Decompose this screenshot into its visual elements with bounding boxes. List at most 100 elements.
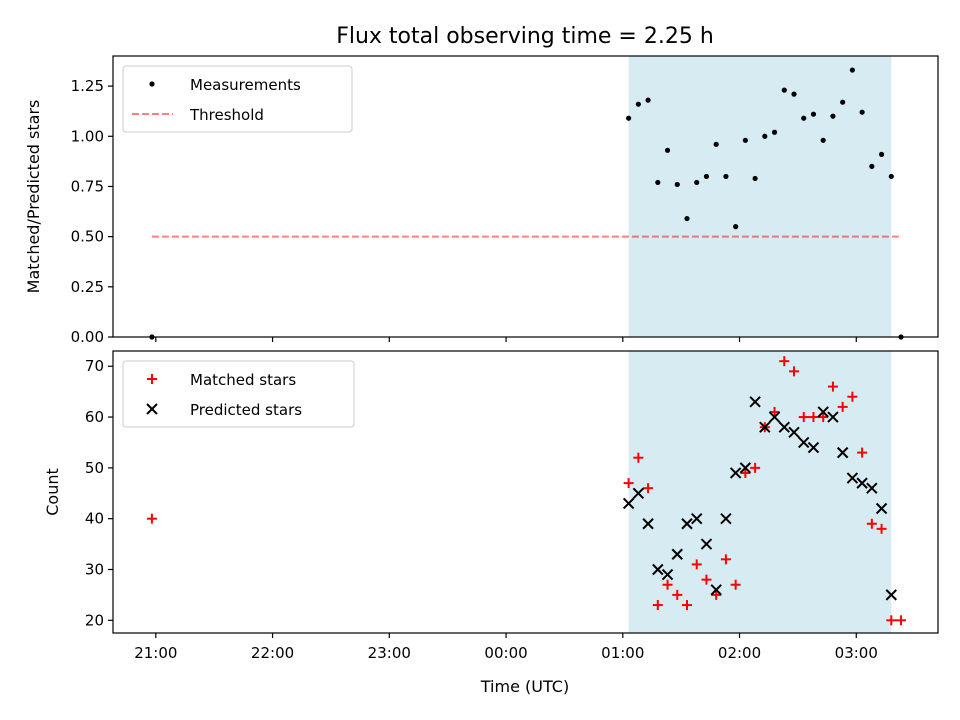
predicted-star-marker [788, 426, 800, 439]
predicted-star-marker [827, 411, 839, 423]
predicted-star-marker [885, 589, 898, 601]
marker-stroke [652, 563, 664, 576]
predicted-star-marker [681, 518, 693, 530]
predicted-star-marker [768, 411, 781, 423]
matched-star-marker [623, 478, 634, 489]
x-tick-label: 21:00 [134, 644, 177, 662]
x-axis-label: Time (UTC) [480, 677, 569, 696]
marker-stroke [768, 411, 781, 423]
marker-stroke [681, 518, 693, 530]
legend-box [122, 65, 353, 133]
marker-stroke [661, 568, 674, 581]
marker-stroke [700, 538, 713, 550]
y-tick-label: 0.50 [71, 228, 104, 246]
x-tick-label: 03:00 [835, 644, 878, 662]
predicted-star-marker [671, 548, 683, 560]
marker-stroke [671, 548, 683, 560]
matched-star-marker [652, 600, 663, 611]
predicted-star-marker [700, 538, 713, 550]
predicted-star-marker [720, 512, 732, 525]
matched-star-marker [818, 412, 829, 423]
legend-box [122, 360, 355, 428]
matched-star-marker [798, 412, 809, 423]
matched-star-marker [633, 452, 644, 463]
ratio-panel: 0.00 0.25 0.50 0.75 1.00 1.25 Matched/Predicte… [24, 55, 939, 346]
measurement-point [849, 67, 855, 73]
measurement-point [626, 115, 632, 121]
legend-entry-label: Matched stars [190, 371, 296, 389]
measurement-point [859, 109, 865, 115]
predicted-star-marker [759, 421, 771, 433]
marker-stroke [836, 446, 849, 459]
measurement-point [762, 133, 768, 139]
marker-stroke [759, 421, 771, 433]
measurement-point [703, 173, 710, 180]
measurement-point [810, 111, 817, 117]
marker-stroke [866, 482, 878, 494]
count-panel: 20 30 40 50 60 70 21:00 22:00 23:00 00:00 01:00 02:… [43, 350, 939, 662]
axes-frame [112, 350, 939, 634]
y-tick-label: 1.25 [71, 77, 104, 95]
measurement-point [742, 137, 748, 143]
predicted-star-marker [866, 482, 878, 494]
measurement-point [674, 181, 680, 188]
matched-star-marker [730, 579, 741, 590]
marker-stroke [642, 518, 654, 530]
y-tick-label: 20 [85, 611, 104, 629]
y-tick-label: 0.75 [71, 177, 104, 195]
marker-stroke [827, 411, 839, 423]
measurement-point [840, 99, 846, 105]
matched-star-marker [681, 600, 692, 611]
predicted-star-marker [622, 497, 635, 510]
predicted-star-marker [807, 441, 820, 454]
y-tick-label: 0.00 [71, 328, 104, 346]
marker-stroke [710, 584, 722, 596]
matched-star-marker [866, 518, 877, 529]
marker-stroke [798, 436, 810, 449]
legend-entry-label: Measurements [190, 76, 301, 94]
measurement-point [830, 113, 836, 119]
chart-title: Flux total observing time = 2.25 h [336, 24, 714, 49]
predicted-star-marker [652, 563, 664, 576]
matched-star-marker [789, 366, 800, 377]
matched-star-marker [779, 356, 790, 367]
matched-star-marker [701, 574, 712, 585]
y-tick-label: 30 [85, 560, 104, 578]
marker-stroke [817, 406, 829, 418]
marker-stroke [807, 441, 820, 454]
matched-star-marker [643, 483, 654, 494]
measurement-point [645, 97, 651, 103]
predicted-star-marker [749, 396, 761, 408]
predicted-star-marker [875, 502, 888, 515]
axes-frame [112, 55, 939, 338]
marker-stroke [856, 477, 868, 489]
measurement-point [888, 173, 894, 180]
measurement-point [869, 163, 875, 169]
matched-star-marker [896, 615, 907, 626]
matched-star-marker [847, 391, 858, 402]
marker-stroke [778, 421, 790, 433]
predicted-star-marker [691, 512, 703, 525]
x-tick-label: 00:00 [484, 644, 527, 662]
y-tick-label: 40 [85, 510, 104, 528]
matched-star-marker [837, 401, 848, 412]
x-tick-label: 02:00 [718, 644, 761, 662]
legend-entry-label: Predicted stars [190, 401, 302, 419]
legend-marker-measurement [149, 81, 155, 87]
matched-star-marker [146, 513, 157, 524]
legend-marker-predicted [146, 403, 158, 415]
marker-stroke [885, 589, 898, 601]
marker-stroke [788, 426, 800, 439]
measurement-point [723, 173, 729, 180]
predicted-star-marker [642, 518, 654, 530]
matched-star-marker [750, 462, 761, 473]
matched-star-marker [672, 589, 683, 600]
x-tick-label: 22:00 [251, 644, 294, 662]
x-tick-label: 01:00 [601, 644, 644, 662]
marker-stroke [632, 487, 645, 499]
x-tick-label: 23:00 [368, 644, 411, 662]
measurement-point [664, 147, 671, 153]
matched-star-marker [711, 589, 722, 600]
matched-star-marker [769, 406, 780, 417]
legend: Matched stars Predicted stars [122, 360, 355, 428]
